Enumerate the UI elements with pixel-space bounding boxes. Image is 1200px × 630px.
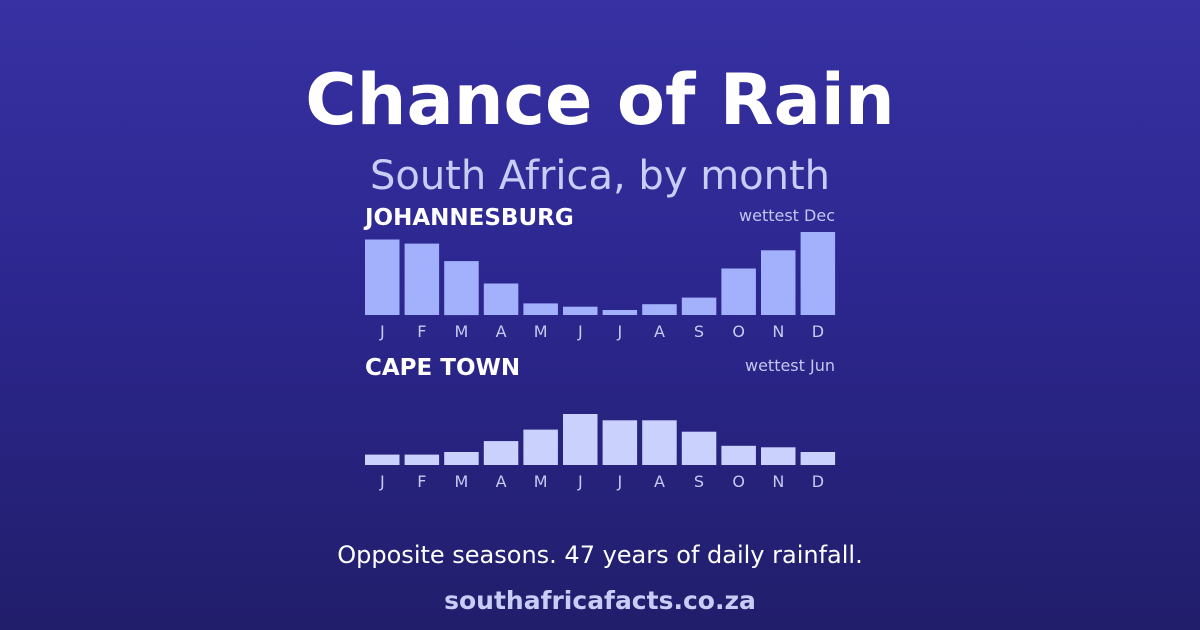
johannesburg-bar-3: [444, 261, 479, 316]
johannesburg-bar-5: [523, 303, 558, 315]
cape-town-bar-6: [563, 414, 598, 465]
cape-town-title: CAPE TOWN: [365, 355, 520, 381]
cape-town-tick-6: J: [577, 472, 583, 491]
cape-town-bar-10: [721, 445, 756, 465]
cape-town-tick-1: J: [379, 472, 385, 491]
site-url[interactable]: southafricafacts.co.za: [444, 586, 756, 615]
cape-town-tick-8: A: [654, 472, 665, 491]
cape-town-tick-2: F: [417, 472, 426, 491]
johannesburg-bar-2: [404, 243, 440, 315]
cape-town-bar-8: [642, 420, 677, 465]
johannesburg-tick-12: D: [812, 322, 824, 341]
johannesburg-bar-9: [681, 297, 717, 315]
johannesburg-bar-10: [721, 268, 756, 315]
johannesburg-tick-6: J: [577, 322, 583, 341]
johannesburg-chart: JOHANNESBURG wettest Dec J F M A M J J A S O N D: [363, 205, 836, 341]
johannesburg-title: JOHANNESBURG: [363, 205, 574, 231]
cape-town-tick-10: O: [732, 472, 745, 491]
cape-town-bar-2: [404, 454, 440, 465]
cape-town-chart: CAPE TOWN wettest Jun J F M A M J J A S O N D: [365, 355, 836, 491]
cape-town-bar-9: [681, 431, 717, 465]
page-title: Chance of Rain: [305, 59, 895, 141]
cape-town-bar-7: [602, 420, 638, 465]
johannesburg-tick-9: S: [694, 322, 704, 341]
cape-town-bar-3: [444, 452, 479, 465]
cape-town-tick-12: D: [812, 472, 824, 491]
johannesburg-bar-7: [602, 310, 638, 315]
cape-town-tick-11: N: [772, 472, 784, 491]
johannesburg-bar-11: [761, 250, 796, 315]
page-subtitle: South Africa, by month: [369, 153, 831, 199]
johannesburg-bars: [365, 232, 836, 316]
johannesburg-wettest-note: wettest Dec: [739, 206, 835, 225]
cape-town-bar-11: [761, 447, 796, 465]
cape-town-bar-1: [365, 454, 400, 465]
footer-caption: Opposite seasons. 47 years of daily rain…: [337, 541, 863, 569]
johannesburg-bar-8: [642, 304, 677, 315]
johannesburg-tick-4: A: [496, 322, 507, 341]
cape-town-tick-7: J: [617, 472, 623, 491]
johannesburg-bar-1: [365, 239, 400, 315]
johannesburg-bar-12: [800, 232, 836, 315]
cape-town-bar-4: [483, 441, 519, 465]
johannesburg-tick-2: F: [417, 322, 426, 341]
cape-town-tick-9: S: [694, 472, 704, 491]
cape-town-tick-5: M: [534, 472, 548, 491]
johannesburg-bar-6: [563, 306, 598, 315]
johannesburg-tick-8: A: [654, 322, 665, 341]
cape-town-bar-5: [523, 429, 558, 465]
cape-town-tick-3: M: [454, 472, 468, 491]
cape-town-tick-4: A: [496, 472, 507, 491]
johannesburg-bar-4: [483, 283, 519, 315]
cape-town-bars: [365, 414, 836, 465]
johannesburg-tick-3: M: [454, 322, 468, 341]
johannesburg-tick-10: O: [732, 322, 745, 341]
cape-town-wettest-note: wettest Jun: [745, 356, 835, 375]
johannesburg-tick-5: M: [534, 322, 548, 341]
johannesburg-tick-7: J: [617, 322, 623, 341]
cape-town-bar-12: [800, 452, 836, 465]
johannesburg-tick-11: N: [772, 322, 784, 341]
johannesburg-tick-1: J: [379, 322, 385, 341]
